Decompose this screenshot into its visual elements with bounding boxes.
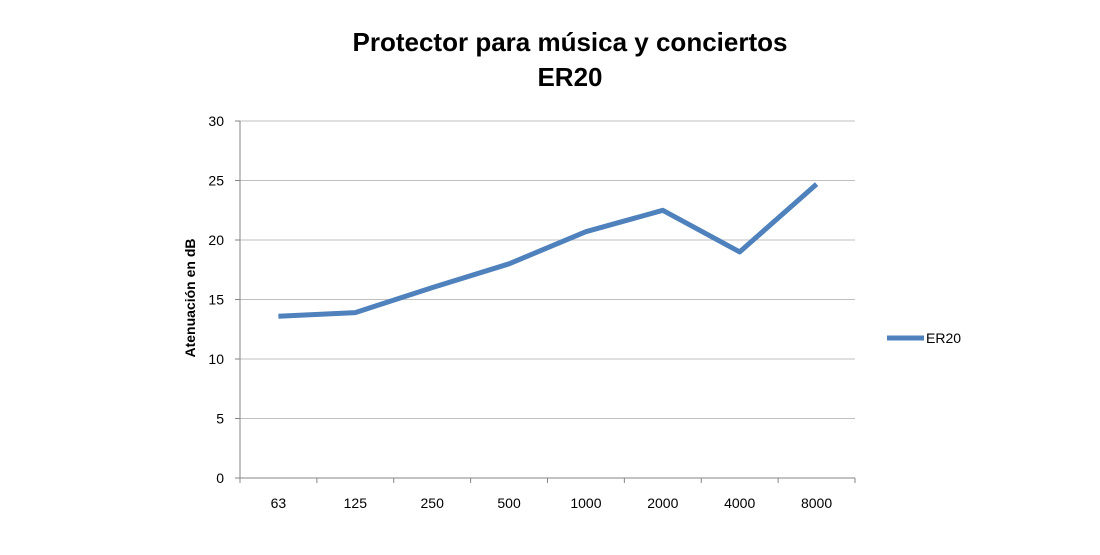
data-point: [660, 208, 665, 213]
x-tick-labels: 63 125 250 500 1000 2000 4000 8000: [271, 495, 833, 511]
x-tick-label: 500: [497, 495, 521, 511]
y-tick-label: 0: [216, 470, 224, 486]
chart-title: Protector para música y conciertos: [353, 27, 788, 57]
data-point: [353, 310, 358, 315]
legend-label: ER20: [926, 330, 961, 346]
y-tick-label: 15: [208, 292, 224, 308]
data-point: [737, 249, 742, 254]
x-tick-label: 4000: [724, 495, 755, 511]
x-tick-label: 2000: [647, 495, 678, 511]
series-lines: [276, 182, 819, 319]
axes: [235, 120, 856, 483]
x-tick-label: 8000: [801, 495, 832, 511]
x-tick-label: 250: [421, 495, 445, 511]
x-tick-label: 125: [344, 495, 368, 511]
chart-subtitle: ER20: [537, 62, 602, 92]
data-point: [583, 229, 588, 234]
y-axis-title: Atenuación en dB: [182, 238, 198, 357]
x-tick-label: 1000: [570, 495, 601, 511]
y-tick-label: 10: [208, 351, 224, 367]
data-point: [814, 182, 819, 187]
y-tick-label: 25: [208, 173, 224, 189]
gridlines: [240, 120, 855, 419]
data-point: [276, 314, 281, 319]
y-tick-label: 30: [208, 113, 224, 129]
y-tick-label: 5: [216, 411, 224, 427]
x-tick-label: 63: [271, 495, 287, 511]
y-tick-label: 20: [208, 232, 224, 248]
legend: ER20: [887, 330, 961, 346]
data-point: [507, 261, 512, 266]
series-line-er20: [278, 182, 819, 319]
data-point: [430, 285, 435, 290]
y-tick-labels: 0 5 10 15 20 25 30: [208, 113, 224, 486]
